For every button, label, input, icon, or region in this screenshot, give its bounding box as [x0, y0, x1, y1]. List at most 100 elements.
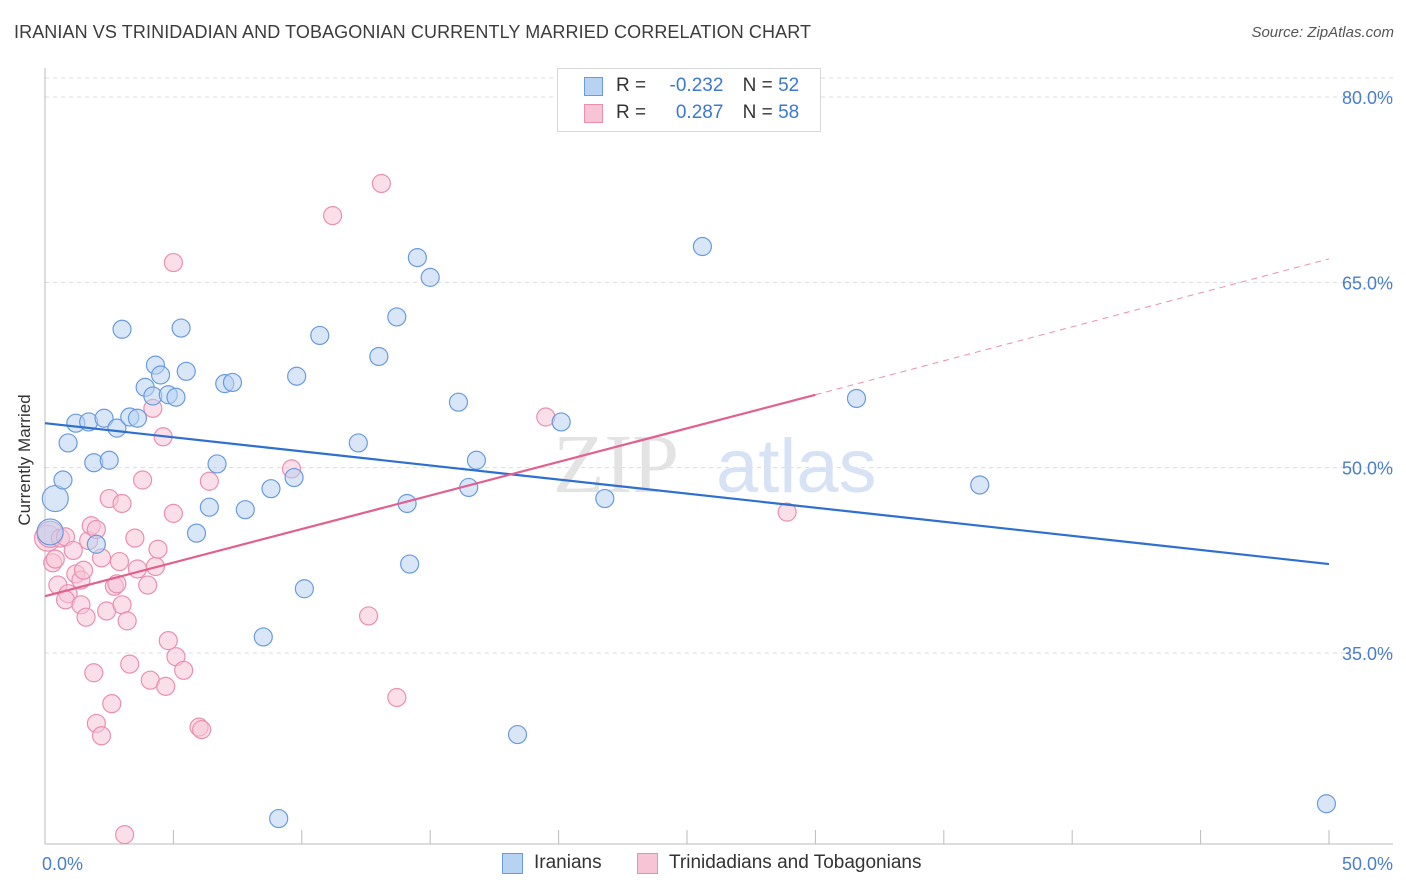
axes: [44, 68, 1393, 845]
trinidadian-point-35: [138, 575, 158, 595]
iranian-point-49: [846, 388, 867, 409]
trinidadian-point-9: [63, 540, 83, 561]
watermark-atlas: atlas: [716, 424, 877, 509]
iranian-point-39: [400, 554, 420, 574]
legend-swatch-pink: [584, 104, 603, 123]
bottom-legend-label-trinidadians: Trinidadians and Tobagonians: [669, 852, 922, 873]
iranian-point-34: [310, 325, 330, 346]
iranian-point-22: [186, 523, 207, 543]
iranian-point-19: [166, 387, 186, 407]
trinidadian-point-45: [163, 252, 183, 273]
trend-line-trinidadians-extension: [815, 258, 1330, 396]
bottom-legend-swatch-pink: [637, 853, 658, 874]
watermark-zip: ZIP: [553, 418, 679, 511]
trinidadian-point-41: [156, 676, 176, 696]
tick-labels: 80.0% 65.0% 50.0% 35.0% 0.0% 50.0%: [42, 88, 1393, 874]
iranian-point-44: [466, 450, 487, 470]
iranian-point-42: [448, 392, 469, 412]
bottom-legend-label-iranians: Iranians: [534, 852, 602, 873]
iranian-point-46: [551, 412, 571, 432]
y-tick-label-0: 80.0%: [1342, 88, 1393, 108]
trend-lines: [44, 258, 1330, 598]
x-tick-label-1: 50.0%: [1342, 854, 1393, 874]
trinidadian-point-48: [192, 720, 212, 740]
trend-line-iranians: [44, 422, 1330, 566]
trinidadian-point-51: [323, 206, 343, 226]
trinidadian-point-14: [76, 607, 96, 627]
trinidadian-point-31: [120, 654, 140, 674]
trinidadian-point-57: [125, 528, 145, 548]
iranian-point-45: [507, 724, 528, 745]
iranian-point-51: [1316, 794, 1337, 814]
watermark: ZIP atlas: [553, 418, 877, 511]
legend-r-label: R =: [616, 75, 647, 96]
iranian-point-37: [387, 307, 407, 327]
trinidadian-point-33: [127, 559, 148, 579]
trinidadian-point-54: [387, 687, 407, 708]
y-tick-label-3: 35.0%: [1342, 644, 1393, 664]
iranian-point-9: [94, 408, 114, 428]
y-tick-label-2: 50.0%: [1342, 459, 1393, 479]
trinidadian-point-3: [45, 549, 65, 569]
trinidadian-point-27: [109, 551, 130, 572]
trinidadian-point-24: [102, 694, 122, 714]
x-tick-label-0: 0.0%: [42, 854, 83, 874]
iranian-point-24: [207, 454, 227, 474]
iranian-point-2: [53, 470, 73, 490]
trinidadian-point-12: [73, 560, 94, 580]
trinidadian-point-29: [112, 595, 132, 615]
iranian-point-28: [253, 627, 273, 647]
trinidadian-point-43: [163, 503, 183, 523]
trinidadian-point-56: [777, 502, 797, 522]
iranian-point-47: [595, 488, 615, 509]
series-trinidadians-points: [33, 173, 797, 845]
iranian-point-21: [176, 361, 196, 381]
iranian-point-20: [171, 318, 191, 338]
trinidadian-point-28: [112, 493, 132, 514]
iranian-point-0: [36, 518, 64, 546]
iranian-point-29: [261, 479, 281, 499]
iranian-point-40: [407, 248, 427, 268]
trinidadian-point-52: [358, 606, 379, 626]
iranian-point-8: [99, 450, 119, 470]
legend-n-value-iranians: 52: [778, 75, 800, 96]
stats-legend: R = -0.232 N = 52 R = 0.287 N = 58: [557, 68, 821, 132]
trinidadian-point-34: [132, 470, 153, 490]
legend-swatch-blue: [584, 77, 603, 96]
legend-n-value-trinidadians: 58: [778, 102, 800, 123]
iranian-point-48: [692, 236, 713, 257]
iranian-point-32: [287, 366, 307, 386]
legend-r-value-trinidadians: 0.287: [675, 102, 724, 123]
iranian-point-11: [112, 319, 132, 339]
iranian-point-35: [348, 433, 368, 453]
trinidadian-point-32: [115, 825, 135, 845]
iranian-point-7: [86, 534, 106, 554]
iranian-point-23: [199, 497, 219, 517]
iranian-point-31: [284, 467, 304, 488]
trinidadian-point-46: [174, 660, 194, 680]
y-tick-label-1: 65.0%: [1342, 273, 1393, 293]
source-credit: Source: ZipAtlas.com: [1251, 24, 1394, 41]
iranian-point-50: [970, 475, 990, 495]
trinidadian-point-53: [371, 173, 392, 194]
legend-n-label: N =: [742, 102, 773, 123]
trend-line-trinidadians: [44, 393, 816, 598]
iranian-point-30: [269, 808, 289, 829]
legend-r-value-iranians: -0.232: [669, 75, 724, 96]
iranian-point-26: [222, 372, 243, 393]
trinidadian-point-42: [158, 631, 178, 651]
trinidadian-point-39: [148, 539, 168, 559]
iranian-point-33: [294, 579, 314, 599]
trinidadian-point-16: [84, 663, 104, 683]
iranian-point-3: [58, 433, 78, 453]
iranian-point-17: [150, 365, 171, 385]
bottom-legend-swatch-blue: [502, 853, 523, 874]
grid-lines: [45, 77, 1393, 654]
trinidadian-point-30: [117, 611, 137, 631]
series-iranians-points: [36, 236, 1337, 829]
iranian-point-13: [127, 408, 148, 428]
trinidadian-point-49: [199, 471, 219, 491]
trinidadian-point-21: [91, 726, 112, 746]
legend-r-label: R =: [616, 102, 647, 123]
